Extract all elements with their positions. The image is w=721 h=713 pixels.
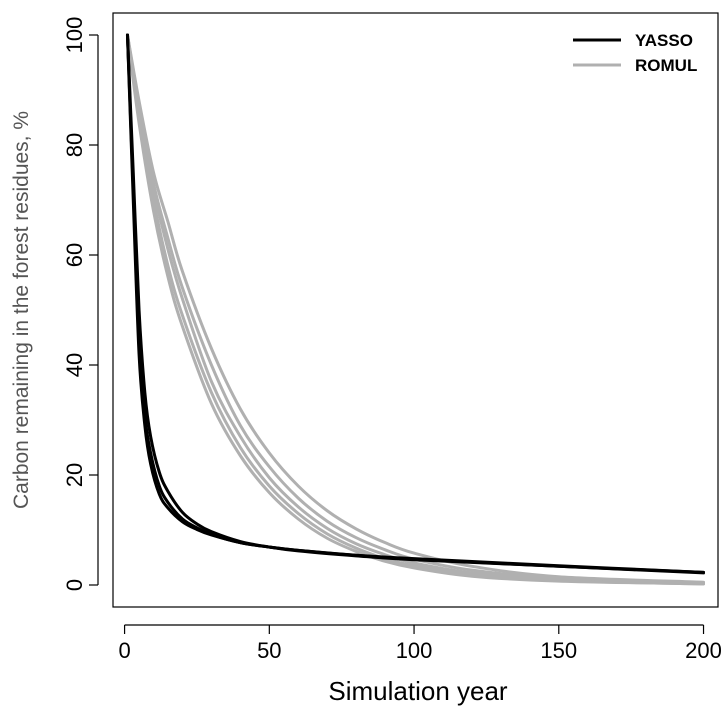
x-tick-label: 0 — [118, 638, 130, 663]
y-axis-title: Carbon remaining in the forest residues,… — [10, 111, 33, 509]
x-tick-label: 50 — [257, 638, 281, 663]
y-tick-label: 80 — [62, 133, 87, 157]
legend-label-romul: ROMUL — [635, 56, 697, 75]
y-tick-label: 0 — [62, 579, 87, 591]
series-line-romul-4 — [125, 33, 706, 585]
plot-frame — [112, 12, 719, 608]
y-tick-label: 40 — [62, 353, 87, 377]
y-axis: 0 20 40 60 80 100 — [62, 17, 99, 591]
x-tick-label: 150 — [540, 638, 577, 663]
x-axis: 0 50 100 150 200 — [118, 624, 721, 663]
legend-label-yasso: YASSO — [635, 31, 693, 50]
series-line-romul-5 — [125, 33, 706, 585]
series-line-romul-6 — [125, 33, 706, 586]
y-tick-label: 20 — [62, 463, 87, 487]
series-line-yasso-0 — [125, 33, 706, 574]
y-tick-label: 60 — [62, 243, 87, 267]
x-tick-label: 200 — [685, 638, 721, 663]
y-tick-label: 100 — [62, 17, 87, 54]
series-layer — [125, 33, 706, 586]
x-axis-title: Simulation year — [328, 676, 508, 706]
series-line-romul-3 — [125, 33, 706, 584]
series-line-romul-7 — [125, 33, 706, 586]
series-line-yasso-1 — [125, 33, 706, 575]
series-line-yasso-2 — [125, 33, 706, 574]
legend: YASSO ROMUL — [573, 31, 697, 75]
x-tick-label: 100 — [396, 638, 433, 663]
